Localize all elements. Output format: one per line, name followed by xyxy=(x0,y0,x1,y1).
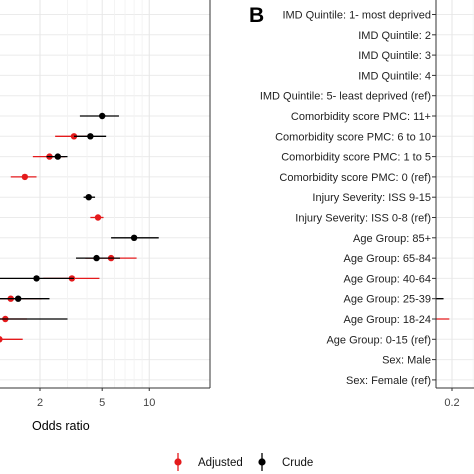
category-label: Comorbidity score PMC: 1 to 5 xyxy=(281,152,431,164)
panela-crude-point-row-5 xyxy=(98,112,106,120)
panela-tick-label: 2 xyxy=(37,397,43,409)
category-label: IMD Quintile: 5- least deprived (ref) xyxy=(260,91,431,103)
panel-a-x-ticks: 2 5 10 xyxy=(37,388,155,409)
panela-tick-label: 10 xyxy=(143,397,155,409)
legend: Adjusted Crude xyxy=(174,453,313,471)
legend-adjusted-point xyxy=(174,458,182,466)
panel-b-category-labels: IMD Quintile: 1- most deprived IMD Quinti… xyxy=(260,10,436,387)
category-label: Comorbidity score PMC: 11+ xyxy=(291,111,431,123)
legend-adjusted-label: Adjusted xyxy=(198,457,243,469)
category-label: Age Group: 40-64 xyxy=(344,273,431,285)
panela-crude-point-row-12 xyxy=(93,254,100,262)
category-label: Age Group: 0-15 (ref) xyxy=(326,334,431,346)
legend-crude-label: Crude xyxy=(282,457,313,469)
category-label: Age Group: 18-24 xyxy=(344,314,431,326)
panel-a-background xyxy=(0,0,210,388)
panel-b-background xyxy=(436,0,474,388)
panela-crude-point-row-13 xyxy=(33,275,40,282)
panel-a: 2 5 10 Odds ratio xyxy=(0,0,211,433)
category-label: IMD Quintile: 4 xyxy=(358,70,431,82)
panela-crude-point-row-7 xyxy=(54,153,62,160)
panel-b-tag: B xyxy=(249,4,264,27)
category-label: IMD Quintile: 3 xyxy=(358,50,431,62)
panel-b-x-ticks: 0.2 xyxy=(444,388,460,409)
panel-a-marks xyxy=(0,112,159,343)
category-label: Age Group: 85+ xyxy=(353,233,431,245)
panela-adjusted-point-row-8 xyxy=(21,173,29,181)
category-label: IMD Quintile: 2 xyxy=(358,30,431,42)
panela-adjusted-point-row-16 xyxy=(0,336,3,343)
panel-b-grid xyxy=(436,0,474,388)
panela-mark-layer xyxy=(0,112,159,343)
panela-tick-label: 5 xyxy=(99,397,105,409)
panelb-tick-label: 0.2 xyxy=(444,397,459,409)
legend-item-crude: Crude xyxy=(258,453,313,471)
legend-crude-point xyxy=(258,458,266,466)
category-label: Age Group: 25-39 xyxy=(344,294,431,306)
category-label: Sex: Male xyxy=(382,355,431,367)
category-label: Sex: Female (ref) xyxy=(346,375,431,387)
category-label: Age Group: 65-84 xyxy=(344,253,431,265)
category-label: Comorbidity score PMC: 0 (ref) xyxy=(279,172,431,184)
panela-crude-point-row-6 xyxy=(87,133,94,140)
legend-item-adjusted: Adjusted xyxy=(174,453,243,471)
panela-crude-point-row-11 xyxy=(130,234,138,241)
panela-crude-point-row-14 xyxy=(14,295,22,302)
category-label: Injury Severity: ISS 0-8 (ref) xyxy=(295,213,431,225)
category-label: IMD Quintile: 1- most deprived xyxy=(282,10,431,22)
category-label: Comorbidity score PMC: 6 to 10 xyxy=(275,131,431,143)
category-label: Injury Severity: ISS 9-15 xyxy=(312,192,431,204)
panel-a-x-axis-label: Odds ratio xyxy=(32,419,90,433)
panela-crude-point-row-9 xyxy=(85,194,92,201)
panela-adjusted-point-row-10 xyxy=(94,214,102,221)
